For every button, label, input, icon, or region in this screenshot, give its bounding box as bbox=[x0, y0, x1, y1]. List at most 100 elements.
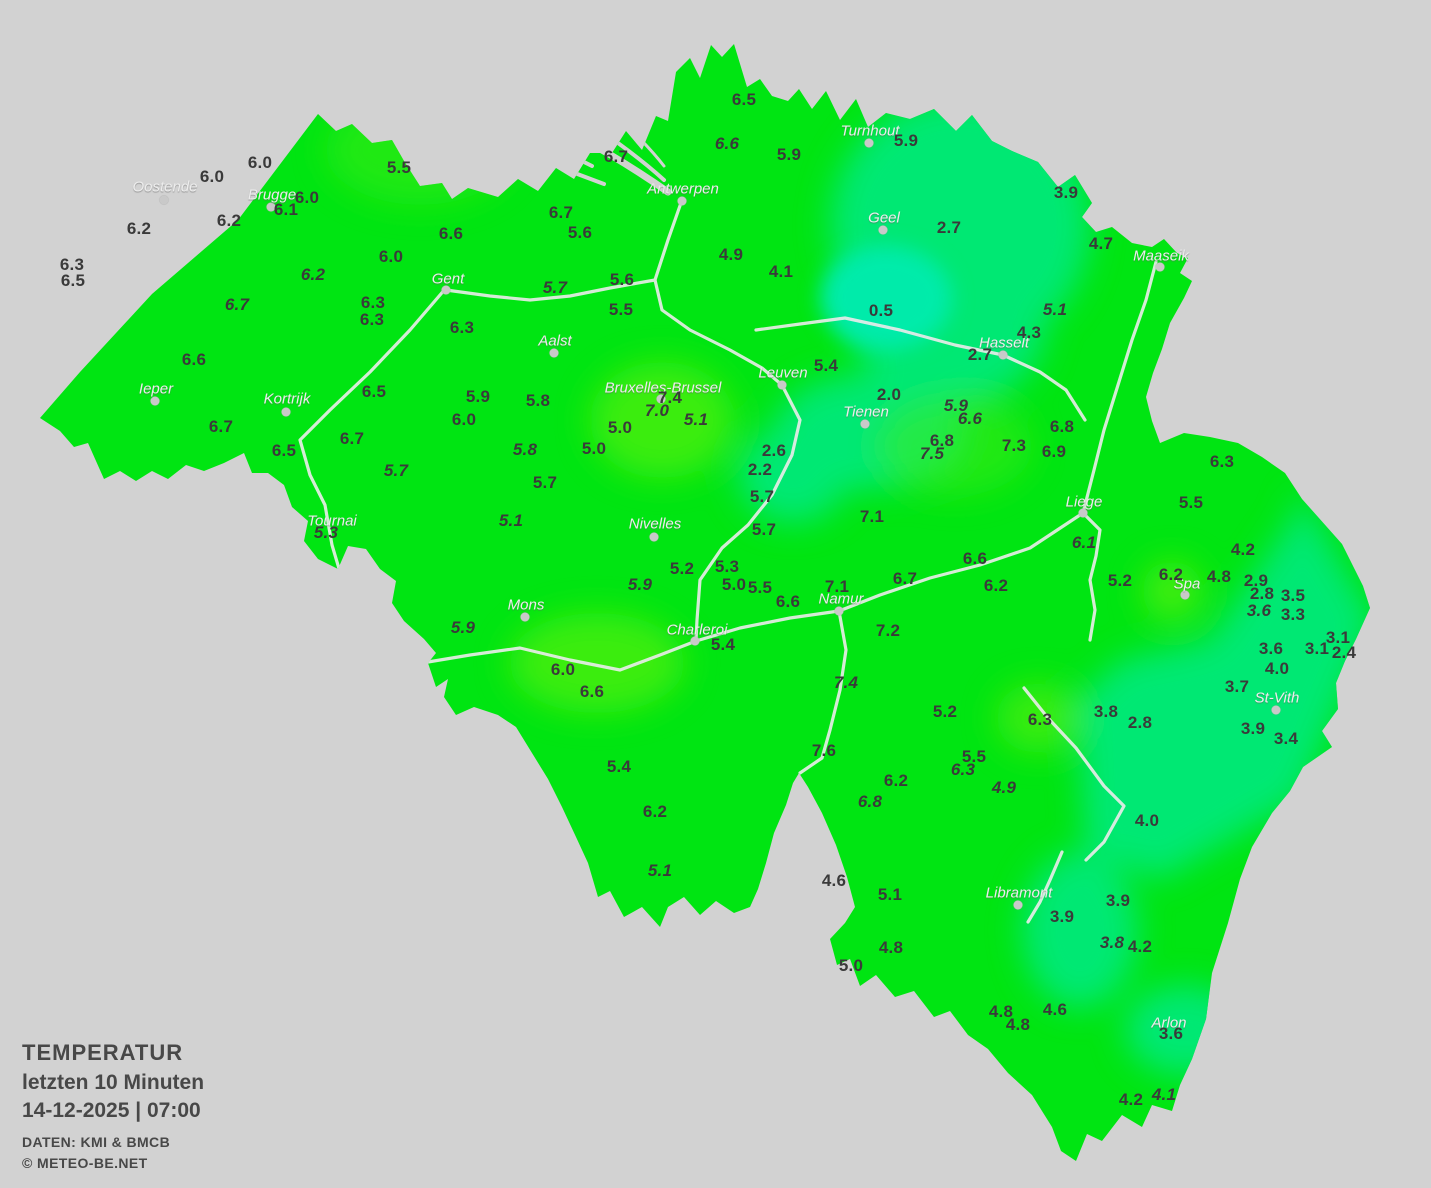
city-label: Maaseik bbox=[1133, 247, 1189, 265]
temp-value: 6.3 bbox=[359, 310, 385, 329]
city-dot bbox=[520, 612, 530, 622]
temp-value: 6.5 bbox=[361, 382, 387, 401]
temp-value: 5.4 bbox=[710, 635, 736, 654]
temp-value: 5.9 bbox=[776, 145, 802, 164]
temp-value: 5.5 bbox=[1178, 493, 1204, 512]
temp-value: 6.7 bbox=[208, 417, 234, 436]
temp-value: 5.1 bbox=[498, 511, 524, 530]
temp-value: 3.6 bbox=[1258, 639, 1284, 658]
temp-value: 7.6 bbox=[811, 741, 837, 760]
temp-value: 3.6 bbox=[1246, 601, 1272, 620]
city-dot bbox=[281, 407, 291, 417]
temp-value: 4.0 bbox=[1264, 659, 1290, 678]
temp-value: 4.2 bbox=[1127, 937, 1153, 956]
temp-value: 4.9 bbox=[718, 245, 744, 264]
temp-value: 2.9 bbox=[1243, 571, 1269, 590]
temp-value: 3.9 bbox=[1049, 907, 1075, 926]
temp-value: 4.6 bbox=[1042, 1000, 1068, 1019]
temp-value: 4.1 bbox=[768, 262, 794, 281]
temp-value: 5.8 bbox=[512, 440, 538, 459]
temp-value: 6.6 bbox=[957, 409, 983, 428]
city-label: Bruxelles-Brussel bbox=[604, 379, 722, 397]
temp-value: 2.8 bbox=[1249, 584, 1275, 603]
temp-value: 2.2 bbox=[747, 460, 773, 479]
city-label: Oostende bbox=[132, 178, 198, 196]
temp-value: 2.8 bbox=[1127, 713, 1153, 732]
map-subtitle: letzten 10 Minuten bbox=[22, 1071, 205, 1094]
temp-value: 5.7 bbox=[749, 487, 775, 506]
temp-value: 6.3 bbox=[59, 255, 85, 274]
temp-value: 4.2 bbox=[1230, 540, 1256, 559]
city-dot bbox=[677, 196, 687, 206]
temp-value: 5.3 bbox=[714, 557, 740, 576]
city-label: Tienen bbox=[843, 403, 889, 421]
temp-value: 7.4 bbox=[833, 673, 859, 692]
temp-value: 7.1 bbox=[859, 507, 885, 526]
temp-value: 6.8 bbox=[1049, 417, 1075, 436]
city-label: Aalst bbox=[538, 332, 572, 350]
temp-value: 4.0 bbox=[1134, 811, 1160, 830]
city-label: Gent bbox=[431, 270, 465, 288]
temp-value: 6.5 bbox=[60, 271, 86, 290]
temp-value: 3.9 bbox=[1053, 183, 1079, 202]
temp-value: 5.2 bbox=[1107, 571, 1133, 590]
temp-value: 3.9 bbox=[1105, 891, 1131, 910]
temp-value: 6.0 bbox=[247, 153, 273, 172]
data-source: DATEN: KMI & BMCB bbox=[22, 1134, 171, 1150]
temp-value: 2.0 bbox=[876, 385, 902, 404]
temp-value: 3.6 bbox=[1158, 1024, 1184, 1043]
temp-value: 5.2 bbox=[932, 702, 958, 721]
map-datetime: 14-12-2025 | 07:00 bbox=[22, 1099, 201, 1122]
temp-value: 7.4 bbox=[657, 388, 683, 407]
temp-value: 4.8 bbox=[878, 938, 904, 957]
temp-value: 5.6 bbox=[609, 270, 635, 289]
temp-value: 4.2 bbox=[1118, 1090, 1144, 1109]
temp-value: 6.0 bbox=[294, 188, 320, 207]
temp-value: 5.4 bbox=[606, 757, 632, 776]
temp-value: 3.8 bbox=[1093, 702, 1119, 721]
city-label: Geel bbox=[868, 209, 900, 227]
temp-value: 6.8 bbox=[857, 792, 883, 811]
city-label: Turnhout bbox=[840, 122, 900, 140]
temp-value: 6.1 bbox=[273, 200, 299, 219]
temp-value: 6.6 bbox=[181, 350, 207, 369]
temp-value: 6.8 bbox=[929, 431, 955, 450]
temp-value: 6.7 bbox=[548, 203, 574, 222]
temp-value: 4.8 bbox=[1206, 567, 1232, 586]
city-label: St-Vith bbox=[1254, 689, 1300, 707]
city-dot bbox=[777, 380, 787, 390]
city-dot bbox=[1078, 508, 1088, 518]
temp-value: 6.0 bbox=[378, 247, 404, 266]
temp-value: 5.7 bbox=[532, 473, 558, 492]
temp-value: 5.0 bbox=[607, 418, 633, 437]
temp-value: 6.2 bbox=[126, 219, 152, 238]
temp-value: 5.6 bbox=[567, 223, 593, 242]
temp-value: 7.2 bbox=[875, 621, 901, 640]
temp-value: 5.0 bbox=[838, 956, 864, 975]
temp-value: 4.1 bbox=[1151, 1085, 1177, 1104]
temp-value: 3.4 bbox=[1273, 729, 1299, 748]
temp-value: 5.9 bbox=[893, 131, 919, 150]
temp-value: 3.1 bbox=[1304, 639, 1330, 658]
city-dot bbox=[1271, 705, 1281, 715]
temp-value: 6.0 bbox=[199, 167, 225, 186]
city-dot bbox=[1013, 900, 1023, 910]
temp-value: 5.5 bbox=[961, 747, 987, 766]
temp-value: 6.7 bbox=[224, 295, 250, 314]
city-label: Nivelles bbox=[628, 515, 682, 533]
city-dot bbox=[441, 285, 451, 295]
city-label: Charleroi bbox=[666, 621, 728, 639]
temp-value: 6.6 bbox=[775, 592, 801, 611]
city-dot bbox=[878, 225, 888, 235]
temp-value: 6.0 bbox=[550, 660, 576, 679]
temp-value: 3.1 bbox=[1325, 628, 1351, 647]
map-title: TEMPERATUR bbox=[22, 1040, 184, 1065]
temp-value: 4.8 bbox=[988, 1002, 1014, 1021]
internal-borders bbox=[298, 198, 1158, 924]
temp-value: 5.0 bbox=[721, 575, 747, 594]
temp-value: 3.8 bbox=[1099, 933, 1125, 952]
city-label: Kortrijk bbox=[263, 390, 311, 408]
temp-value: 6.3 bbox=[1209, 452, 1235, 471]
